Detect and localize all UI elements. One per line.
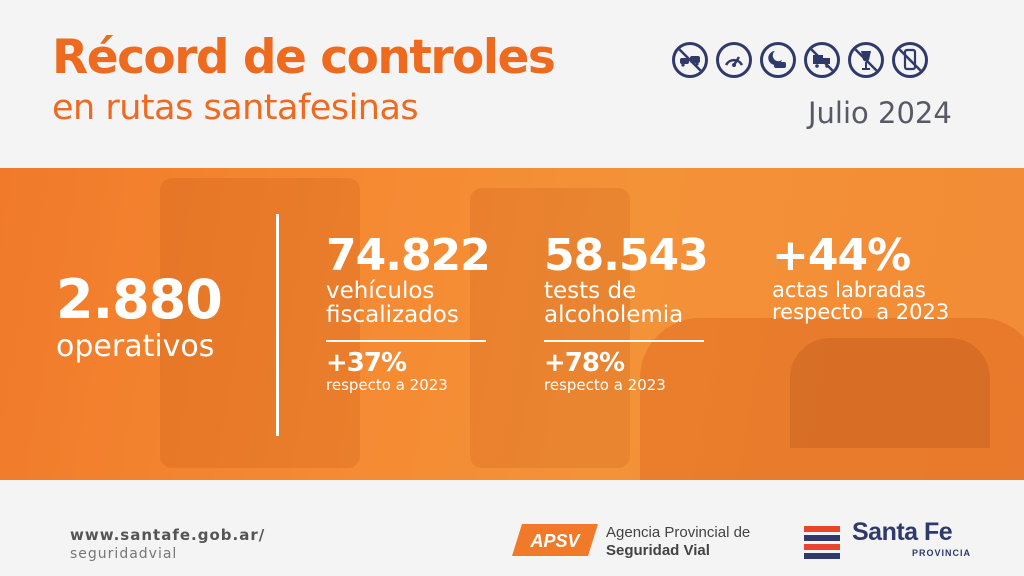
alcoholemia-label-line2: alcoholemia — [544, 302, 684, 329]
stats-divider — [276, 214, 279, 436]
province-name: Santa Fe — [852, 518, 953, 546]
alcoholemia-value: 58.543 — [544, 230, 709, 281]
background-window — [790, 338, 990, 448]
actas-label-line2: respecto a 2023 — [772, 300, 950, 325]
stat-vehiculos: 74.822 vehículos fiscalizados — [326, 230, 491, 329]
website-link-path[interactable]: seguridadvial — [70, 546, 178, 562]
vehiculos-label-line1: vehículos — [326, 278, 435, 304]
alcoholemia-change-label: respecto a 2023 — [544, 376, 666, 394]
vehiculos-value: 74.822 — [326, 230, 491, 281]
stat-actas: +44% actas labradas respecto a 2023 — [772, 230, 949, 323]
stats-banner: 2.880 operativos 74.822 vehículos fiscal… — [0, 168, 1024, 480]
operativos-label: operativos — [56, 329, 215, 364]
night-driving-icon — [760, 42, 796, 78]
road-safety-icons — [672, 42, 928, 78]
vehiculos-change-label: respecto a 2023 — [326, 376, 448, 394]
background-officer-right — [470, 188, 630, 468]
no-passing-trucks-icon — [804, 42, 840, 78]
footer: www.santafe.gob.ar/ seguridadvial APSV A… — [0, 480, 1024, 576]
no-alcohol-icon — [848, 42, 884, 78]
stat-vehiculos-change: +37% respecto a 2023 — [326, 348, 448, 394]
apsv-name-line2: Seguridad Vial — [606, 542, 710, 559]
stat-alcoholemia-change: +78% respecto a 2023 — [544, 348, 666, 394]
website-link[interactable]: www.santafe.gob.ar/ — [70, 526, 266, 544]
actas-label-line1: actas labradas — [772, 278, 926, 302]
alcoholemia-rule — [544, 340, 704, 342]
alcoholemia-label-line1: tests de — [544, 278, 637, 304]
province-sub: PROVINCIA — [912, 548, 972, 558]
date-label: Julio 2024 — [808, 96, 952, 130]
vehiculos-rule — [326, 340, 486, 342]
santa-fe-logo-icon — [804, 526, 840, 559]
background-car — [640, 318, 1024, 480]
no-overtaking-icon — [672, 42, 708, 78]
page-title: Récord de controles — [52, 30, 556, 85]
apsv-logo-text: APSV — [529, 531, 581, 551]
stat-alcoholemia: 58.543 tests de alcoholemia — [544, 230, 709, 329]
page-subtitle: en rutas santafesinas — [52, 88, 419, 128]
apsv-logo: APSV — [512, 524, 598, 556]
vehiculos-change: +37% — [326, 348, 407, 378]
stat-operativos: 2.880 operativos — [56, 268, 223, 364]
vehiculos-label-line2: fiscalizados — [326, 302, 459, 329]
actas-value: +44% — [772, 230, 911, 281]
apsv-name-line1: Agencia Provincial de — [606, 524, 751, 541]
background-officer-left — [160, 178, 360, 468]
alcoholemia-change: +78% — [544, 348, 625, 378]
speedometer-icon — [716, 42, 752, 78]
no-phone-icon — [892, 42, 928, 78]
operativos-value: 2.880 — [56, 268, 223, 331]
header: Récord de controles en rutas santafesina… — [0, 0, 1024, 168]
